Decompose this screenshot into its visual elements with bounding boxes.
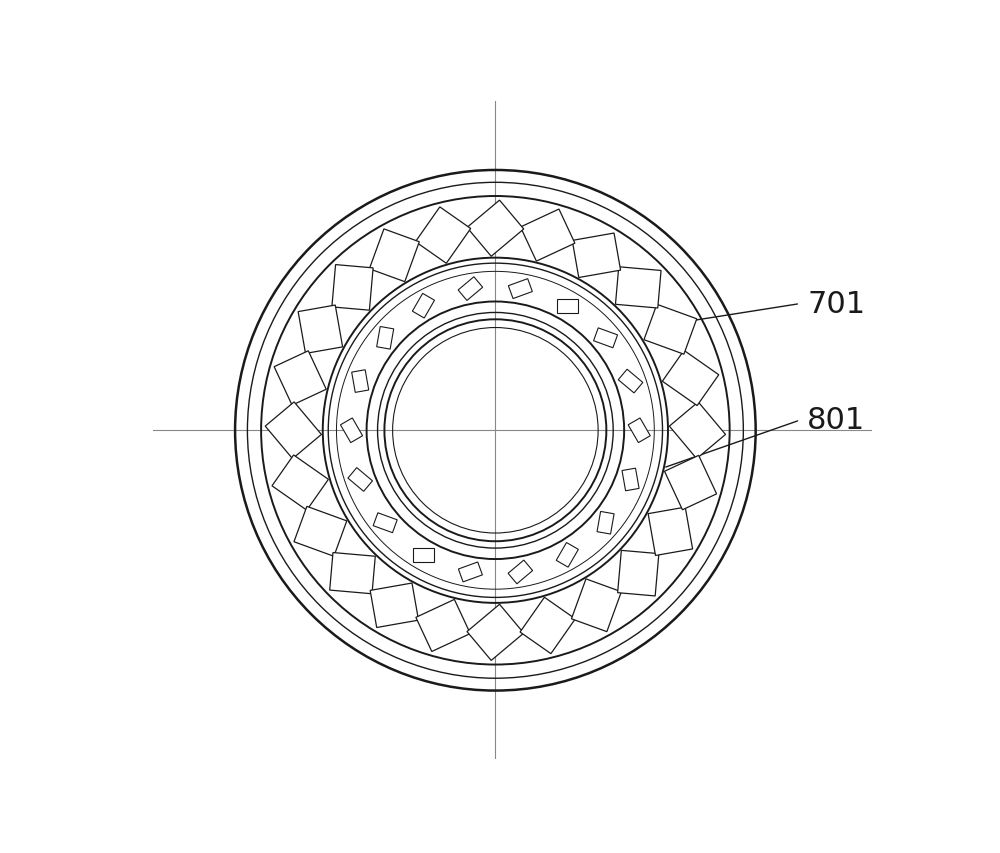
Bar (272, 456, 328, 511)
Bar (508, 279, 532, 299)
Bar (332, 265, 373, 310)
Bar (665, 456, 717, 510)
Bar (618, 551, 659, 596)
Bar (373, 514, 397, 533)
Bar (628, 419, 650, 443)
Bar (265, 403, 321, 459)
Bar (458, 562, 482, 583)
Bar (416, 600, 470, 652)
Bar (508, 560, 533, 584)
Bar (648, 508, 693, 556)
Bar (597, 512, 614, 535)
Bar (520, 598, 575, 654)
Bar (348, 468, 372, 491)
Bar (556, 543, 578, 567)
Bar (594, 328, 618, 348)
Bar (615, 268, 661, 309)
Bar (644, 305, 697, 355)
Bar (370, 583, 419, 628)
Bar (618, 370, 643, 393)
Bar (330, 553, 375, 594)
Bar (413, 548, 434, 562)
Bar (467, 605, 524, 660)
Bar (571, 579, 621, 632)
Bar (467, 201, 524, 257)
Bar (669, 403, 726, 459)
Bar (412, 294, 435, 319)
Bar (662, 351, 719, 406)
Bar (340, 419, 363, 443)
Bar (458, 277, 483, 301)
Bar (298, 305, 343, 354)
Bar (520, 210, 575, 262)
Bar (294, 507, 347, 557)
Bar (415, 207, 471, 264)
Bar (572, 234, 621, 278)
Text: 701: 701 (807, 290, 865, 319)
Bar (369, 229, 419, 282)
Bar (377, 327, 394, 350)
Text: 801: 801 (807, 406, 865, 435)
Bar (274, 351, 326, 406)
Bar (557, 299, 578, 313)
Bar (352, 370, 369, 393)
Bar (622, 468, 639, 491)
